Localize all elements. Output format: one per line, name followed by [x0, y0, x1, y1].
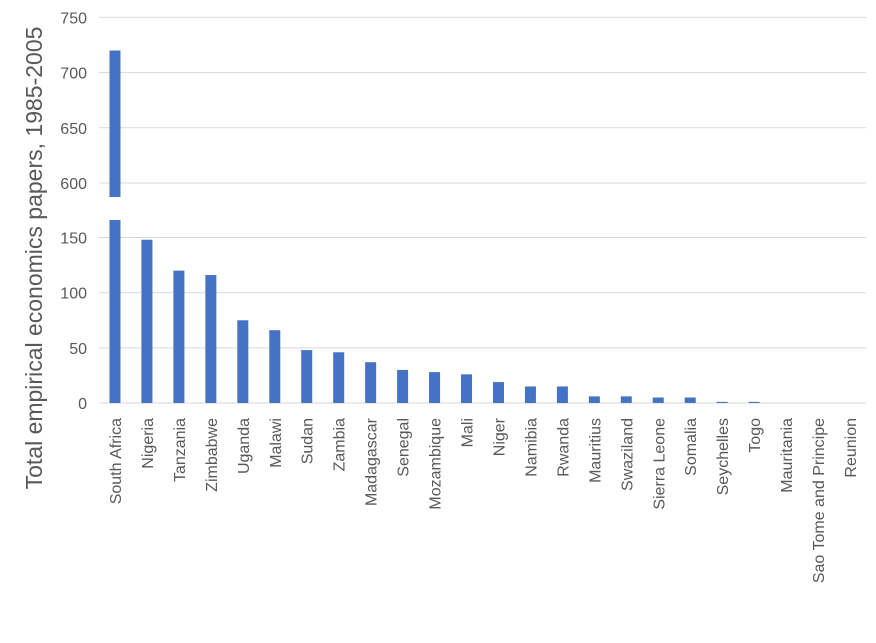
x-tick-label: Mauritania — [779, 418, 796, 493]
x-tick-label: Senegal — [396, 418, 413, 477]
bar-swaziland — [620, 396, 632, 403]
y-tick-labels: 0 50 100 150 600 650 700 750 — [60, 10, 87, 413]
bar-niger — [492, 382, 504, 403]
bar-togo — [748, 401, 760, 403]
bar-madagascar — [365, 362, 377, 403]
bars — [109, 50, 760, 403]
x-tick-label: Malawi — [268, 418, 285, 468]
bar-nigeria — [141, 239, 153, 403]
bar-south-africa-upper — [109, 50, 121, 197]
bar-sudan — [301, 350, 313, 403]
bar-rwanda — [556, 386, 568, 403]
bar-zimbabwe — [205, 275, 217, 403]
x-tick-label: Mozambique — [428, 418, 445, 510]
bar-namibia — [524, 386, 536, 403]
x-tick-label: Swaziland — [619, 418, 636, 491]
x-tick-label: Uganda — [236, 418, 253, 474]
x-tick-labels: South Africa Nigeria Tanzania Zimbabwe Ugand… — [108, 417, 860, 583]
bar-mauritius — [588, 396, 600, 403]
gridlines — [99, 16, 866, 404]
bar-seychelles — [716, 401, 728, 403]
x-tick-label: Sudan — [300, 418, 317, 464]
x-tick-label: Mauritius — [587, 418, 604, 483]
bar-mozambique — [429, 372, 441, 403]
y-tick-label: 0 — [78, 396, 87, 413]
x-tick-label: Nigeria — [140, 418, 157, 469]
bar-senegal — [397, 369, 409, 403]
y-tick-label: 100 — [60, 286, 87, 303]
x-tick-label: Reunion — [843, 418, 860, 478]
bar-tanzania — [173, 270, 185, 403]
x-tick-label: Mali — [460, 418, 477, 447]
x-tick-label: Sierra Leone — [651, 418, 668, 510]
bar-sierra-leone — [652, 397, 664, 403]
y-tick-label: 700 — [60, 66, 87, 83]
y-tick-label: 150 — [60, 231, 87, 248]
x-tick-label: Somalia — [683, 418, 700, 476]
y-tick-label: 50 — [69, 341, 87, 358]
bar-south-africa-lower — [109, 220, 121, 403]
x-tick-label: Niger — [491, 417, 508, 456]
y-axis-title: Total empirical economics papers, 1985-2… — [21, 27, 47, 490]
y-tick-label: 750 — [60, 10, 87, 27]
x-tick-label: Zambia — [332, 418, 349, 471]
x-tick-label: Zimbabwe — [204, 418, 221, 492]
x-tick-label: Sao Tome and Principe — [811, 418, 828, 583]
x-tick-label: Namibia — [523, 418, 540, 477]
x-tick-label: Rwanda — [555, 418, 572, 477]
x-tick-label: Seychelles — [715, 418, 732, 495]
x-tick-label: Madagascar — [364, 417, 381, 506]
bar-uganda — [237, 320, 249, 403]
x-tick-label: Tanzania — [172, 418, 189, 482]
y-tick-label: 600 — [60, 176, 87, 193]
x-tick-label: Togo — [747, 418, 764, 453]
bar-somalia — [684, 397, 696, 403]
bar-malawi — [269, 330, 281, 403]
bar-zambia — [333, 352, 345, 403]
x-tick-label: South Africa — [108, 418, 125, 504]
y-tick-label: 650 — [60, 121, 87, 138]
bar-mali — [461, 374, 473, 403]
